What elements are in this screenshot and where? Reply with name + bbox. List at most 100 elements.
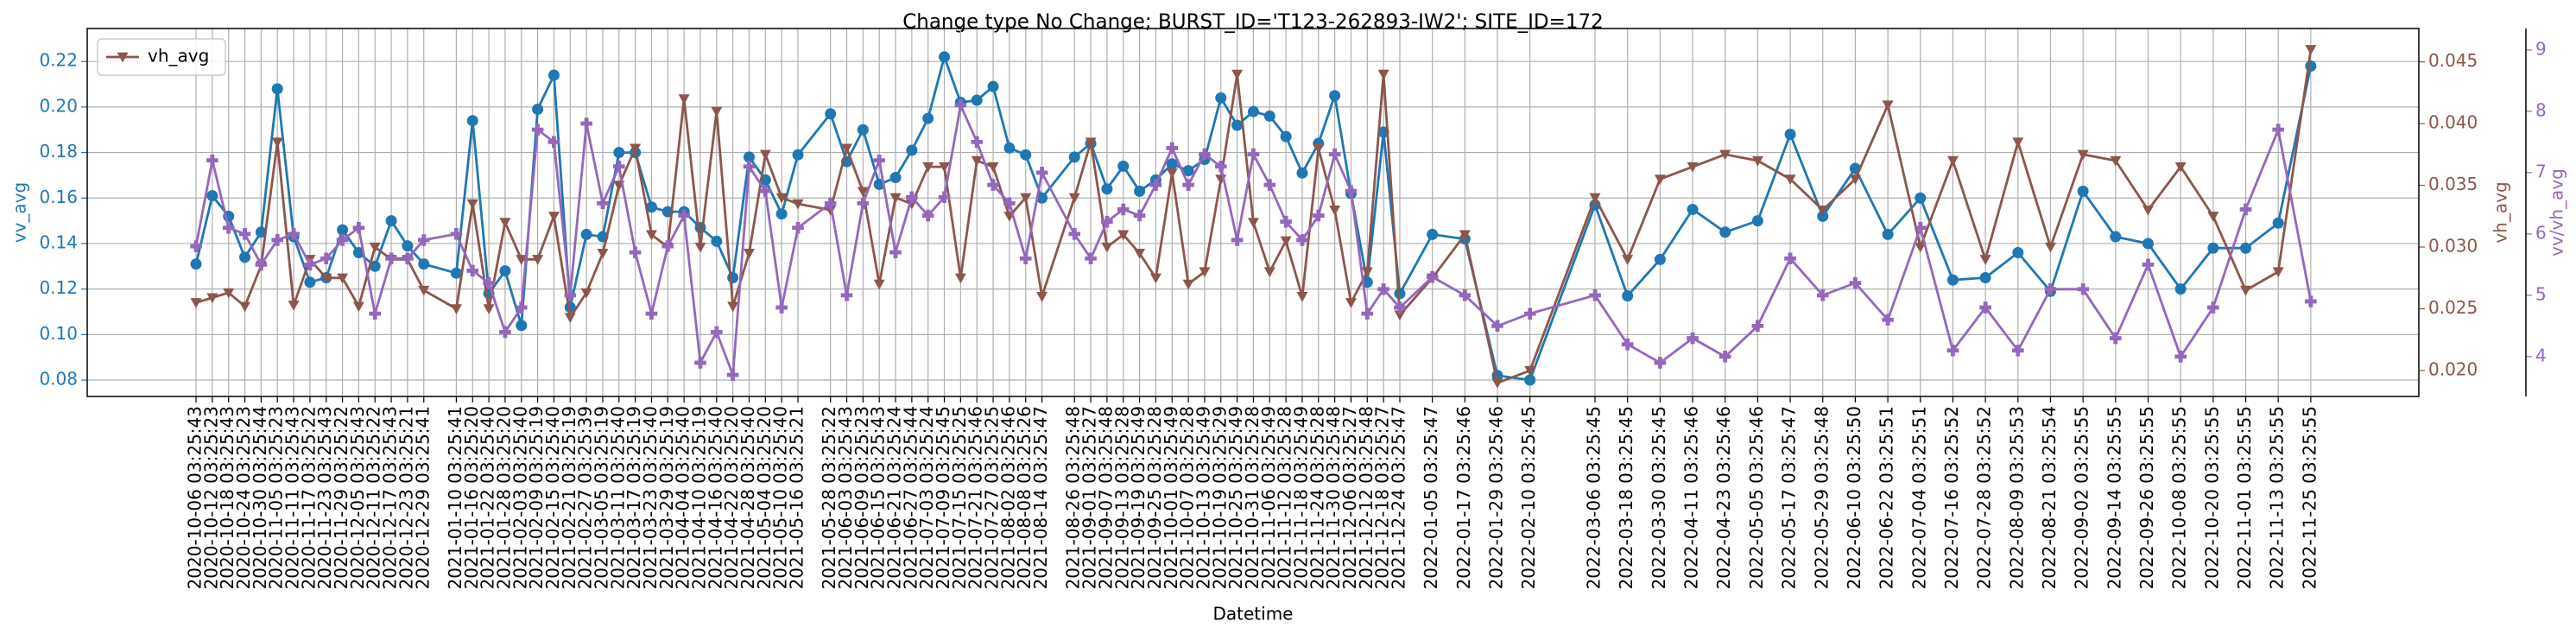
x-tick-label: 2020-11-29 03:25:22 <box>331 406 351 589</box>
x-tick-label: 2021-10-25 03:25:49 <box>1225 406 1246 589</box>
x-tick-label: 2022-07-28 03:25:52 <box>1974 406 1995 589</box>
x-axis-label: Datetime <box>1213 604 1294 624</box>
point <box>645 201 657 213</box>
point <box>1117 230 1130 241</box>
x-tick-label: 2021-03-17 03:25:19 <box>623 406 644 589</box>
y2-tick-label: 0.045 <box>2428 50 2478 71</box>
x-tick-label: 2020-11-05 03:25:23 <box>266 406 287 589</box>
x-tick-label: 2022-05-05 03:25:46 <box>1746 406 1767 589</box>
point <box>987 179 999 191</box>
point <box>222 221 235 234</box>
x-tick-label: 2022-10-08 03:25:55 <box>2169 406 2190 589</box>
x-tick-label: 2021-07-21 03:25:46 <box>965 406 986 589</box>
x-tick-label: 2021-01-22 03:25:40 <box>478 406 498 589</box>
point <box>825 205 837 216</box>
point <box>1524 365 1536 377</box>
point <box>1427 228 1439 240</box>
point <box>483 304 495 315</box>
x-tick-label: 2020-10-18 03:25:43 <box>217 406 237 589</box>
point <box>1182 179 1194 191</box>
point <box>1247 218 1259 228</box>
point <box>336 234 349 246</box>
point <box>1654 174 1666 185</box>
point <box>873 279 885 290</box>
point <box>1426 270 1439 283</box>
point <box>288 228 300 240</box>
x-tick-label: 2021-01-16 03:25:20 <box>461 406 482 589</box>
point <box>1068 228 1081 240</box>
x-tick-label: 2021-04-10 03:25:19 <box>688 406 709 589</box>
point <box>2207 242 2219 254</box>
x-tick-label: 2021-12-24 03:25:47 <box>1388 406 1408 589</box>
point <box>824 197 837 210</box>
y3-tick-label: 4 <box>2535 345 2547 365</box>
y-tick-label: 0.18 <box>39 141 78 162</box>
point <box>1915 242 1927 253</box>
point <box>1231 69 1244 80</box>
point <box>922 162 934 173</box>
x-tick-label: 2020-12-29 03:25:41 <box>412 406 433 589</box>
point <box>938 191 951 204</box>
x-tick-label: 2022-09-14 03:25:55 <box>2104 406 2124 589</box>
point <box>2174 162 2187 173</box>
x-tick-label: 2021-02-09 03:25:19 <box>526 406 547 589</box>
point <box>271 234 284 246</box>
point <box>1459 289 1472 301</box>
x-tick-label: 2022-03-18 03:25:45 <box>1616 406 1636 589</box>
y2-tick-label: 0.020 <box>2428 358 2478 379</box>
point <box>1166 168 1178 179</box>
point <box>1280 215 1292 228</box>
x-tick-label: 2022-01-05 03:25:47 <box>1421 406 1441 589</box>
legend-marker <box>117 52 129 63</box>
x-tick-label: 2022-07-16 03:25:52 <box>1941 406 1962 589</box>
point <box>239 251 251 263</box>
point <box>711 106 723 117</box>
point <box>450 267 462 279</box>
point <box>1882 228 1894 240</box>
point <box>630 143 642 155</box>
point <box>369 307 382 320</box>
point <box>775 208 788 220</box>
point <box>1345 298 1357 308</box>
point <box>564 313 576 324</box>
axis-label: vh_avg <box>2491 181 2511 243</box>
point <box>971 94 983 106</box>
point <box>385 215 397 227</box>
point <box>857 197 870 210</box>
point <box>1231 119 1244 131</box>
point <box>678 94 690 105</box>
point <box>1199 148 1211 161</box>
point <box>1882 100 1894 111</box>
point <box>418 258 430 270</box>
legend-label: vh_avg <box>148 46 209 67</box>
point <box>1068 193 1080 204</box>
point <box>987 162 999 173</box>
point <box>1491 320 1503 333</box>
x-tick-label: 2021-10-19 03:25:29 <box>1209 406 1230 589</box>
point <box>792 149 804 161</box>
point <box>1946 344 1959 357</box>
x-tick-label: 2022-11-13 03:25:55 <box>2267 406 2288 589</box>
y3-tick-label: 6 <box>2535 222 2547 243</box>
point <box>2142 238 2154 250</box>
point <box>1377 69 1389 80</box>
x-tick-label: 2022-11-01 03:25:55 <box>2234 406 2255 589</box>
point <box>775 193 788 204</box>
x-tick-label: 2020-11-11 03:25:43 <box>282 406 303 589</box>
x-tick-label: 2021-04-04 03:25:40 <box>673 406 693 589</box>
point <box>1914 221 1927 234</box>
x-tick-label: 2021-03-29 03:25:19 <box>656 406 677 589</box>
point <box>792 221 804 234</box>
point <box>1117 160 1130 172</box>
x-tick-label: 2021-06-03 03:25:43 <box>835 406 856 589</box>
point <box>759 149 771 161</box>
point <box>1622 290 1634 302</box>
point <box>743 151 755 163</box>
point <box>2110 332 2122 345</box>
point <box>759 185 772 197</box>
point <box>1020 193 1032 204</box>
point <box>1036 292 1048 302</box>
point <box>1654 357 1667 369</box>
point <box>629 246 642 258</box>
point <box>1134 185 1146 197</box>
